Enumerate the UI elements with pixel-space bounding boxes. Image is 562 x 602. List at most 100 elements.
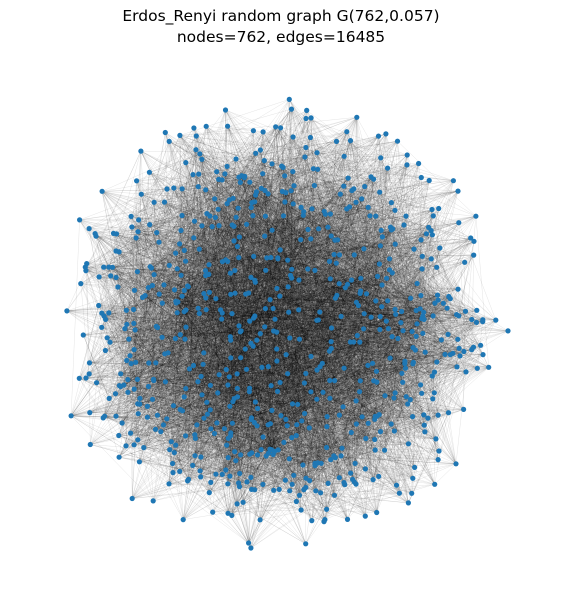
graph-node [133,235,139,241]
graph-node [430,313,436,319]
graph-node [333,260,339,266]
graph-node [146,360,152,366]
graph-node [379,234,385,240]
graph-node [379,282,385,288]
graph-node [216,372,222,378]
graph-node [154,230,160,236]
graph-node [248,274,254,280]
graph-node [243,291,249,297]
graph-node [138,191,144,197]
graph-node [347,138,354,144]
graph-node [137,395,143,401]
graph-node [376,473,382,479]
graph-node [273,124,279,130]
graph-node [154,324,161,331]
graph-node [291,472,297,478]
graph-node [303,370,309,377]
graph-node [198,373,204,379]
graph-node [296,307,302,313]
graph-node [303,115,309,122]
graph-node [96,274,102,280]
graph-node [376,412,382,418]
graph-node [225,510,231,516]
graph-node [328,339,334,345]
graph-node [374,509,380,516]
graph-node [385,298,391,304]
graph-node [283,416,289,422]
graph-node [286,96,292,102]
graph-node [167,447,173,453]
graph-node [432,481,438,487]
graph-node [340,404,346,410]
graph-node [262,233,268,239]
graph-node [468,235,474,241]
graph-node [134,269,140,275]
graph-node [469,316,475,323]
graph-node [378,155,384,161]
graph-node [285,371,291,377]
graph-node [101,264,107,270]
graph-node [429,206,435,213]
graph-node [307,478,313,484]
graph-node [235,205,241,211]
graph-node [313,488,319,494]
graph-node [177,468,183,474]
graph-node [122,326,128,332]
graph-node [201,290,207,297]
graph-node [314,317,320,323]
graph-node [238,452,244,458]
graph-node [392,390,398,396]
graph-node [86,360,93,366]
graph-node [263,453,269,459]
graph-node [115,284,121,290]
graph-node [312,267,318,273]
graph-node [86,371,92,377]
graph-node [317,309,323,315]
graph-node [253,150,259,156]
graph-node [249,450,255,456]
graph-node [331,251,337,258]
graph-node [363,435,369,442]
graph-node [309,518,315,524]
graph-node [261,158,267,164]
graph-node [107,339,113,345]
graph-node [161,199,168,205]
graph-node [405,441,411,447]
graph-node [213,296,219,302]
graph-node [444,305,450,311]
graph-node [388,200,394,206]
graph-node [362,466,368,472]
graph-node [248,416,254,422]
graph-node [215,206,221,212]
graph-node [412,347,418,353]
graph-node [289,266,295,272]
graph-node [287,488,293,494]
graph-node [216,223,222,229]
graph-node [301,380,307,386]
graph-node [255,405,261,412]
graph-node [262,306,268,312]
graph-node [435,457,441,463]
graph-node [438,337,444,343]
graph-node [257,517,263,523]
graph-node [307,134,313,141]
graph-node [225,455,231,461]
graph-node [80,332,86,338]
graph-node [326,348,333,354]
graph-node [288,188,294,194]
graph-node [403,394,409,400]
graph-node [353,299,359,305]
graph-node [298,507,304,513]
graph-node [181,309,187,315]
graph-node [442,351,448,357]
graph-node [265,364,271,370]
graph-node [206,262,212,268]
graph-node [236,255,242,261]
graph-node [170,403,177,409]
graph-node [445,410,452,416]
graph-node [328,325,335,331]
graph-node [277,379,283,386]
graph-node [207,407,213,413]
graph-node [456,220,462,226]
graph-node [336,475,342,481]
